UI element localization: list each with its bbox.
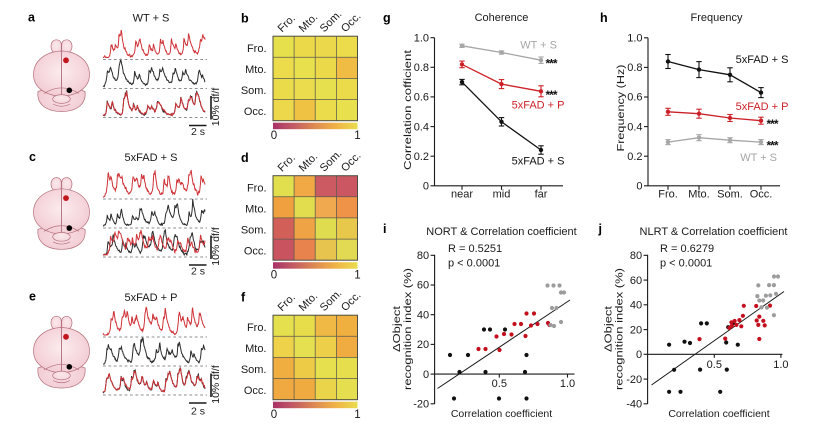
svg-text:Coherence: Coherence [475, 12, 529, 24]
svg-text:Fro.: Fro. [247, 182, 267, 194]
svg-text:near: near [451, 188, 473, 200]
svg-text:0.5: 0.5 [492, 378, 507, 390]
svg-text:Correlation coefficient: Correlation coefficient [451, 408, 552, 420]
svg-text:5xFAD + S: 5xFAD + S [736, 54, 789, 66]
svg-text:h: h [600, 11, 608, 25]
svg-text:1: 1 [354, 409, 360, 421]
svg-text:WT + S: WT + S [740, 152, 777, 164]
svg-text:R = 0.6279: R = 0.6279 [660, 243, 714, 255]
svg-text:2 s: 2 s [191, 126, 205, 138]
svg-text:Som.: Som. [717, 188, 743, 200]
svg-text:-40: -40 [626, 399, 642, 411]
svg-text:0.6: 0.6 [627, 92, 642, 104]
svg-text:d: d [241, 151, 249, 165]
svg-text:Som.: Som. [241, 225, 267, 237]
svg-text:recognition index (%): recognition index (%) [614, 268, 626, 390]
svg-text:NORT & Correlation coefficient: NORT & Correlation coefficient [426, 226, 576, 238]
svg-text:***: *** [546, 57, 558, 71]
svg-text:Frequency (Hz): Frequency (Hz) [615, 65, 627, 152]
svg-text:Correlation cofficient: Correlation cofficient [402, 50, 414, 170]
svg-text:0.4: 0.4 [414, 121, 429, 133]
svg-text:0.2: 0.2 [414, 151, 429, 163]
svg-text:80: 80 [417, 250, 429, 262]
svg-text:5xFAD + S: 5xFAD + S [512, 156, 565, 168]
svg-text:Occ.: Occ. [244, 106, 267, 118]
svg-text:far: far [535, 188, 548, 200]
svg-text:ΔObject: ΔObject [603, 306, 615, 352]
svg-text:i: i [383, 222, 386, 236]
svg-text:WT + S: WT + S [520, 40, 557, 52]
svg-text:0: 0 [636, 349, 642, 361]
svg-text:60: 60 [630, 275, 642, 287]
svg-text:1.0: 1.0 [414, 32, 429, 44]
svg-text:80: 80 [630, 250, 642, 262]
svg-text:2 s: 2 s [191, 266, 205, 278]
svg-text:1.0: 1.0 [773, 359, 788, 371]
svg-text:Mto.: Mto. [688, 188, 709, 200]
svg-text:0: 0 [271, 130, 277, 142]
svg-text:10% df/f: 10% df/f [210, 227, 222, 266]
svg-text:0.5: 0.5 [707, 359, 722, 371]
svg-text:0: 0 [423, 369, 429, 381]
svg-text:2 s: 2 s [191, 406, 205, 418]
svg-text:Fro.: Fro. [247, 43, 267, 55]
svg-text:0.4: 0.4 [627, 121, 642, 133]
svg-text:***: *** [767, 117, 779, 131]
svg-text:20: 20 [417, 339, 429, 351]
svg-text:60: 60 [417, 280, 429, 292]
svg-text:5xFAD + P: 5xFAD + P [512, 100, 565, 112]
svg-text:R = 0.5251: R = 0.5251 [448, 243, 502, 255]
svg-text:WT + S: WT + S [133, 13, 170, 25]
svg-text:10% df/f: 10% df/f [210, 88, 222, 127]
svg-text:40: 40 [630, 300, 642, 312]
svg-text:ΔObject: ΔObject [391, 306, 403, 352]
svg-text:Mto.: Mto. [245, 203, 266, 215]
svg-text:0.2: 0.2 [627, 151, 642, 163]
svg-text:5xFAD + P: 5xFAD + P [125, 292, 178, 304]
svg-text:Frequency: Frequency [691, 12, 743, 24]
svg-text:a: a [28, 11, 36, 25]
svg-text:j: j [598, 222, 602, 236]
svg-text:Correlation coefficient: Correlation coefficient [668, 408, 769, 420]
svg-text:5xFAD + S: 5xFAD + S [125, 152, 178, 164]
svg-text:0: 0 [271, 270, 277, 282]
svg-text:40: 40 [417, 309, 429, 321]
svg-text:Mto.: Mto. [245, 343, 266, 355]
svg-text:-20: -20 [413, 399, 429, 411]
svg-text:10% df/f: 10% df/f [210, 365, 222, 404]
svg-text:Occ.: Occ. [244, 385, 267, 397]
svg-text:1.0: 1.0 [627, 33, 642, 45]
svg-text:0.8: 0.8 [627, 62, 642, 74]
svg-text:p < 0.0001: p < 0.0001 [660, 258, 712, 270]
svg-text:***: *** [767, 139, 779, 153]
svg-text:1.0: 1.0 [560, 378, 575, 390]
svg-text:0.6: 0.6 [414, 92, 429, 104]
svg-text:e: e [29, 290, 36, 304]
svg-text:1: 1 [354, 270, 360, 282]
svg-text:g: g [383, 11, 391, 25]
svg-text:0: 0 [423, 181, 429, 193]
svg-text:0: 0 [271, 409, 277, 421]
svg-text:20: 20 [630, 324, 642, 336]
svg-text:***: *** [546, 88, 558, 102]
svg-text:1: 1 [354, 130, 360, 142]
svg-text:0.8: 0.8 [414, 62, 429, 74]
svg-text:0: 0 [636, 181, 642, 193]
svg-text:c: c [29, 150, 36, 164]
svg-text:mid: mid [493, 188, 511, 200]
svg-text:recognition index (%): recognition index (%) [402, 268, 414, 390]
svg-text:Occ.: Occ. [750, 188, 773, 200]
svg-text:Som.: Som. [241, 85, 267, 97]
svg-text:Som.: Som. [241, 364, 267, 376]
svg-text:p < 0.0001: p < 0.0001 [448, 258, 500, 270]
svg-text:5xFAD + P: 5xFAD + P [736, 101, 789, 113]
svg-text:b: b [241, 12, 249, 26]
svg-text:Fro.: Fro. [658, 188, 678, 200]
svg-text:f: f [241, 291, 246, 305]
svg-text:Occ.: Occ. [244, 246, 267, 258]
svg-text:-20: -20 [626, 374, 642, 386]
svg-text:Fro.: Fro. [247, 322, 267, 334]
svg-text:NLRT & Correlation coefficient: NLRT & Correlation coefficient [640, 226, 788, 238]
svg-text:Mto.: Mto. [245, 64, 266, 76]
